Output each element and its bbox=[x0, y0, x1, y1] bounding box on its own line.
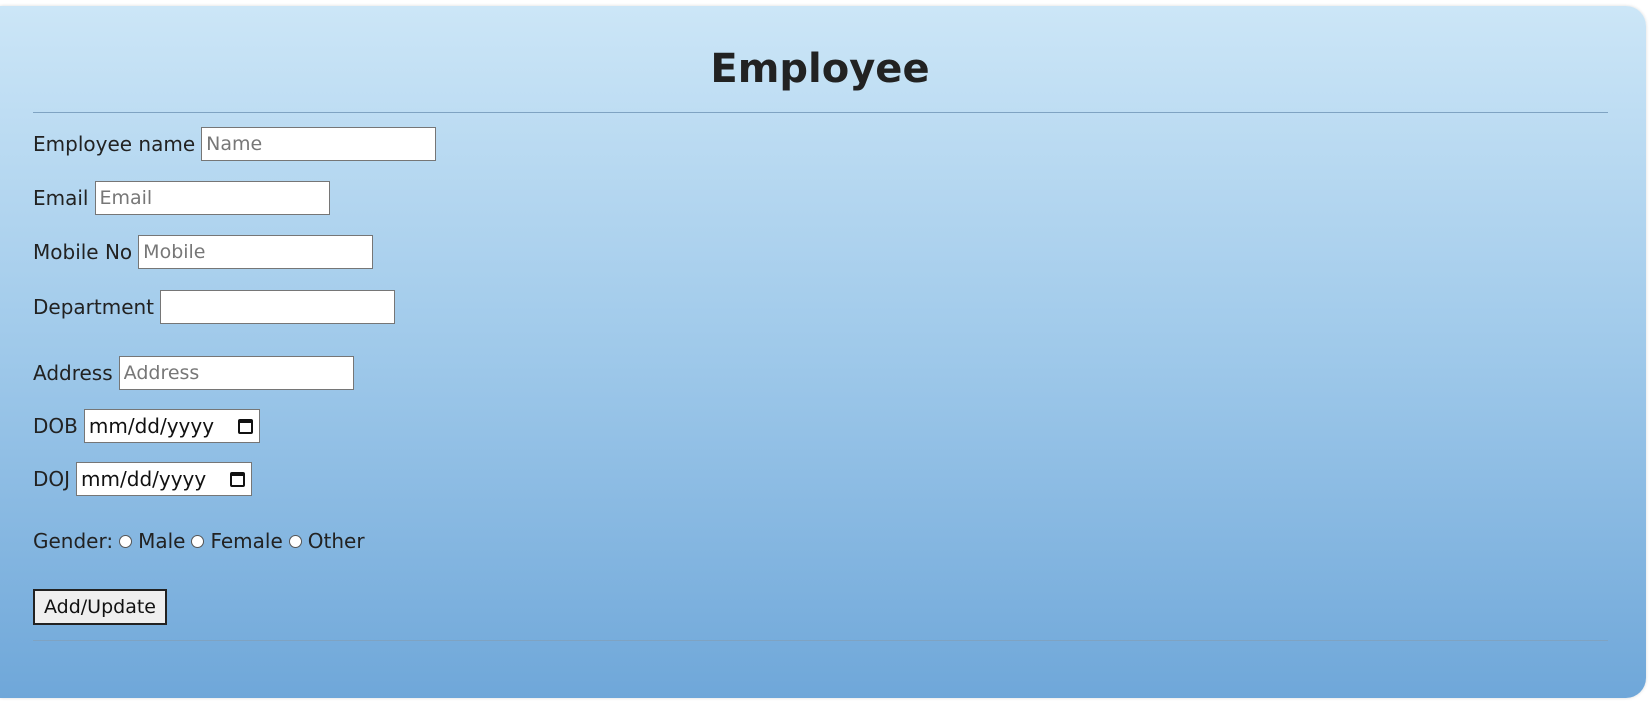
bottom-divider bbox=[33, 640, 1608, 641]
email-input[interactable] bbox=[94, 181, 330, 215]
add-update-button[interactable]: Add/Update bbox=[33, 589, 167, 625]
doj-label: DOJ bbox=[33, 467, 71, 491]
doj-value: mm/dd/yyyy bbox=[81, 467, 207, 491]
doj-input[interactable]: mm/dd/yyyy bbox=[76, 462, 253, 496]
top-divider bbox=[33, 112, 1608, 113]
gender-row: Gender: Male Female Other bbox=[33, 529, 365, 553]
gender-other-radio[interactable] bbox=[288, 534, 302, 548]
employee-form-card: Employee Employee name Email Mobile No D… bbox=[0, 6, 1646, 698]
page-title: Employee bbox=[710, 46, 930, 92]
gender-female-label: Female bbox=[210, 529, 283, 553]
name-label: Employee name bbox=[33, 132, 196, 156]
department-label: Department bbox=[33, 295, 155, 319]
name-row: Employee name bbox=[33, 127, 437, 161]
mobile-label: Mobile No bbox=[33, 240, 133, 264]
calendar-icon[interactable] bbox=[230, 471, 246, 487]
dob-label: DOB bbox=[33, 414, 78, 438]
gender-male-label: Male bbox=[138, 529, 186, 553]
gender-male-radio[interactable] bbox=[119, 534, 133, 548]
address-row: Address bbox=[33, 356, 354, 390]
dob-row: DOB mm/dd/yyyy bbox=[33, 409, 260, 443]
calendar-icon[interactable] bbox=[237, 418, 253, 434]
department-row: Department bbox=[33, 290, 396, 324]
email-label: Email bbox=[33, 186, 89, 210]
gender-other-label: Other bbox=[307, 529, 365, 553]
mobile-input[interactable] bbox=[138, 235, 374, 269]
address-label: Address bbox=[33, 361, 113, 385]
gender-female-radio[interactable] bbox=[191, 534, 205, 548]
doj-row: DOJ mm/dd/yyyy bbox=[33, 462, 253, 496]
name-input[interactable] bbox=[201, 127, 437, 161]
gender-label: Gender: bbox=[33, 529, 114, 553]
email-row: Email bbox=[33, 181, 330, 215]
dob-value: mm/dd/yyyy bbox=[88, 414, 215, 438]
department-input[interactable] bbox=[160, 290, 396, 324]
address-input[interactable] bbox=[118, 356, 354, 390]
dob-input[interactable]: mm/dd/yyyy bbox=[83, 409, 260, 443]
mobile-row: Mobile No bbox=[33, 235, 374, 269]
